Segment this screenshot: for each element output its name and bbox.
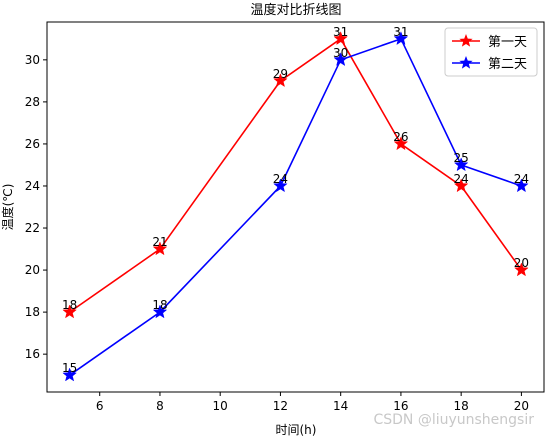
series-1-marker (62, 304, 77, 319)
series-2-marker (514, 178, 529, 193)
x-tick-label: 10 (213, 399, 228, 413)
y-axis-label: 温度(℃) (0, 184, 15, 231)
chart-title: 温度对比折线图 (250, 2, 341, 18)
data-label: 21 (152, 235, 167, 249)
x-tick-label: 12 (273, 399, 288, 413)
series-2-marker (453, 157, 469, 172)
series-1-marker (273, 73, 288, 88)
y-tick-label: 18 (25, 305, 40, 319)
series-1-marker (333, 31, 349, 46)
y-tick-label: 20 (25, 263, 40, 277)
series-2-marker (152, 304, 168, 319)
x-tick-label: 18 (454, 399, 469, 413)
data-label: 18 (152, 298, 167, 312)
y-tick-label: 24 (25, 179, 40, 193)
x-tick-label: 6 (96, 399, 104, 413)
series-1-marker (152, 241, 168, 256)
legend-label: 第二天 (488, 57, 527, 72)
y-tick-label: 26 (25, 137, 40, 151)
x-axis-label: 时间(h) (276, 423, 317, 437)
series-2-marker (333, 52, 349, 67)
legend-star-icon (459, 34, 473, 47)
x-tick-label: 14 (333, 399, 348, 413)
data-label: 30 (333, 46, 348, 60)
series-2-marker (393, 31, 409, 46)
y-tick-label: 30 (25, 53, 40, 67)
data-label: 31 (393, 25, 408, 39)
series-1-marker (514, 262, 529, 277)
x-tick-label: 8 (156, 399, 164, 413)
legend-label: 第一天 (488, 35, 527, 50)
data-label: 31 (333, 25, 348, 39)
y-axis: 16 18 20 22 24 26 28 30 (25, 53, 47, 361)
x-tick-label: 20 (514, 399, 529, 413)
data-label: 24 (273, 172, 288, 186)
watermark: CSDN @liuyunshengsir (373, 412, 534, 428)
data-label: 24 (454, 172, 469, 186)
data-label: 29 (273, 67, 288, 81)
y-tick-label: 22 (25, 221, 40, 235)
legend-star-icon (459, 56, 473, 69)
data-label: 24 (514, 172, 529, 186)
series-2-marker (62, 367, 77, 382)
series-2-marker (273, 178, 288, 193)
series-1-marker (393, 136, 409, 151)
x-tick-label: 16 (393, 399, 408, 413)
data-label: 26 (393, 130, 408, 144)
data-label: 18 (62, 298, 77, 312)
series-layer (62, 31, 529, 382)
y-tick-label: 28 (25, 95, 40, 109)
series-1-marker (453, 178, 469, 193)
plot-area (46, 21, 545, 393)
x-axis: 6 8 10 12 14 16 18 20 (96, 392, 529, 413)
data-label: 20 (514, 256, 529, 270)
data-label: 15 (62, 361, 77, 375)
data-labels: 18 21 29 31 26 24 20 15 18 24 30 31 25 24 (62, 25, 529, 375)
y-tick-label: 16 (25, 347, 40, 361)
data-label: 25 (454, 151, 469, 165)
